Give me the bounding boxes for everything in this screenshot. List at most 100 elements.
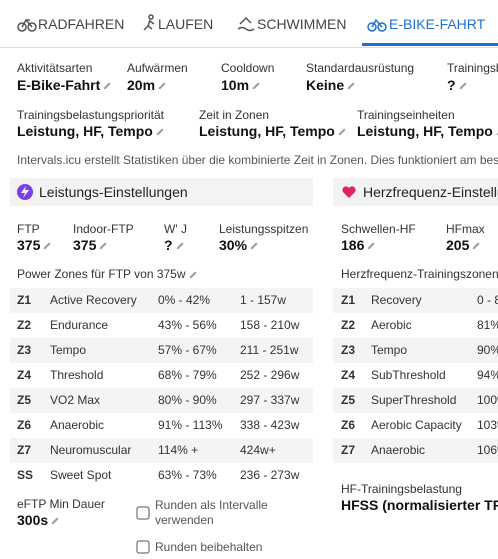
field-value[interactable]: Keine (306, 77, 355, 93)
field-label: W' J (164, 222, 187, 236)
zone-row-bg (10, 438, 313, 463)
tab[interactable]: SCHWIMMEN (257, 16, 347, 32)
field-value[interactable]: Leistung, HF, Tempo (199, 123, 346, 139)
zone-cell: Threshold (50, 368, 104, 382)
field-label: Trainingsbelastung (447, 61, 498, 75)
zone-cell: 81% - 89% (477, 318, 498, 332)
zone-cell: 91% - 113% (158, 418, 223, 432)
field-value[interactable]: Leistung, HF, Tempo (357, 123, 498, 139)
zone-cell: Z1 (341, 293, 356, 307)
field-value[interactable]: E-Bike-Fahrt (17, 77, 111, 93)
zone-cell: Tempo (371, 343, 408, 357)
zone-cell: Z2 (17, 318, 32, 332)
zone-cell: 80% - 90% (158, 393, 217, 407)
field-label: HFmax (446, 222, 485, 236)
zone-cell: Sweet Spot (50, 468, 112, 482)
zone-cell: Z6 (17, 418, 32, 432)
field-value[interactable]: 20m (127, 77, 166, 93)
zone-cell: 1 - 157w (240, 293, 287, 307)
zone-cell: 297 - 337w (240, 393, 300, 407)
checkbox-label[interactable]: Runden als Intervalle (155, 498, 268, 512)
zone-cell: Z3 (341, 343, 356, 357)
zone-row-bg (333, 338, 498, 363)
zone-cell: Z4 (341, 368, 356, 382)
panel-title: Herzfrequenz-Einstellungen (363, 184, 498, 200)
field-label: Leistungsspitzen (219, 222, 309, 236)
field-label: Aktivitätsarten (17, 61, 93, 75)
zone-cell: 57% - 67% (158, 343, 217, 357)
zone-row-bg (10, 288, 313, 313)
zone-cell: 100% - 102% (477, 393, 498, 407)
zone-row-bg (10, 388, 313, 413)
zone-row-bg (333, 288, 498, 313)
field-value[interactable]: 300s (17, 512, 59, 528)
zone-cell: SuperThreshold (371, 393, 457, 407)
zone-cell: Z2 (341, 318, 356, 332)
zone-cell: 236 - 273w (240, 468, 300, 482)
zone-row-bg (333, 388, 498, 413)
field-value[interactable]: ? (447, 77, 467, 93)
field-label: Aufwärmen (127, 61, 188, 75)
zone-cell: SS (17, 468, 34, 482)
zone-cell: Recovery (371, 293, 422, 307)
tab[interactable]: RADFAHREN (38, 16, 125, 32)
zone-cell: Neuromuscular (50, 443, 132, 457)
zone-cell: Active Recovery (50, 293, 137, 307)
zones-title[interactable]: Power Zones für FTP von 375w (17, 266, 197, 282)
field-value[interactable]: Leistung, HF, Tempo (17, 123, 164, 139)
field-label: Trainingseinheiten (357, 108, 455, 122)
zone-cell: Aerobic Capacity (371, 418, 462, 432)
zone-cell: Z7 (341, 443, 356, 457)
field-value[interactable]: 10m (221, 77, 260, 93)
field-label: FTP (17, 222, 40, 236)
field-value[interactable]: 375 (17, 237, 51, 253)
field-value[interactable]: HFSS (normalisierter TRIMP) (341, 497, 498, 513)
field-label: HF-Trainingsbelastung (341, 482, 462, 496)
zone-cell: Anaerobic (50, 418, 105, 432)
zone-cell: Z1 (17, 293, 32, 307)
zone-cell: Z5 (17, 393, 32, 407)
field-value[interactable]: 30% (219, 237, 258, 253)
field-label: Cooldown (221, 61, 275, 75)
zone-cell: 158 - 210w (240, 318, 300, 332)
field-label: Schwellen-HF (341, 222, 416, 236)
zone-cell: Tempo (50, 343, 87, 357)
zone-cell: 103% - 106% (477, 418, 498, 432)
panel-title: Leistungs-Einstellungen (39, 184, 188, 200)
zone-cell: 90% - 93% (477, 343, 498, 357)
zone-cell: 106% + (477, 443, 498, 457)
zone-cell: 63% - 73% (158, 468, 217, 482)
checkbox-label[interactable]: Runden beibehalten (155, 540, 263, 554)
zone-cell: 43% - 56% (158, 318, 217, 332)
zone-cell: Aerobic (371, 318, 412, 332)
zones-title: Herzfrequenz-Trainingszonen (341, 267, 498, 281)
field-value[interactable]: 375 (73, 237, 107, 253)
tab[interactable]: E-BIKE-FAHRT (389, 16, 486, 32)
zone-cell: 68% - 79% (158, 368, 217, 382)
zone-cell: 0% - 42% (158, 293, 211, 307)
field-value[interactable]: 205 (446, 237, 480, 253)
field-label: Standardausrüstung (306, 61, 415, 75)
field-value[interactable]: ? (164, 237, 184, 253)
zone-row-bg (333, 438, 498, 463)
zone-cell: SubThreshold (371, 368, 446, 382)
zone-cell: Z6 (341, 418, 356, 432)
zone-cell: Z4 (17, 368, 32, 382)
field-label: Indoor-FTP (73, 222, 134, 236)
zone-cell: 338 - 423w (240, 418, 300, 432)
checkbox-label[interactable]: verwenden (155, 513, 214, 527)
zone-cell: Endurance (50, 318, 109, 332)
field-label: Zeit in Zonen (199, 108, 270, 122)
zone-cell: 211 - 251w (240, 343, 299, 357)
zone-cell: Z5 (341, 393, 356, 407)
field-label: Trainingsbelastungspriorität (17, 108, 164, 122)
tab[interactable]: LAUFEN (158, 16, 214, 32)
field-value[interactable]: 186 (341, 237, 375, 253)
zone-cell: Anaerobic (371, 443, 426, 457)
zone-cell: Z7 (17, 443, 32, 457)
zone-cell: 0 - 80% (477, 293, 498, 307)
zone-cell: Z3 (17, 343, 32, 357)
zone-cell: 114% + (158, 443, 199, 457)
